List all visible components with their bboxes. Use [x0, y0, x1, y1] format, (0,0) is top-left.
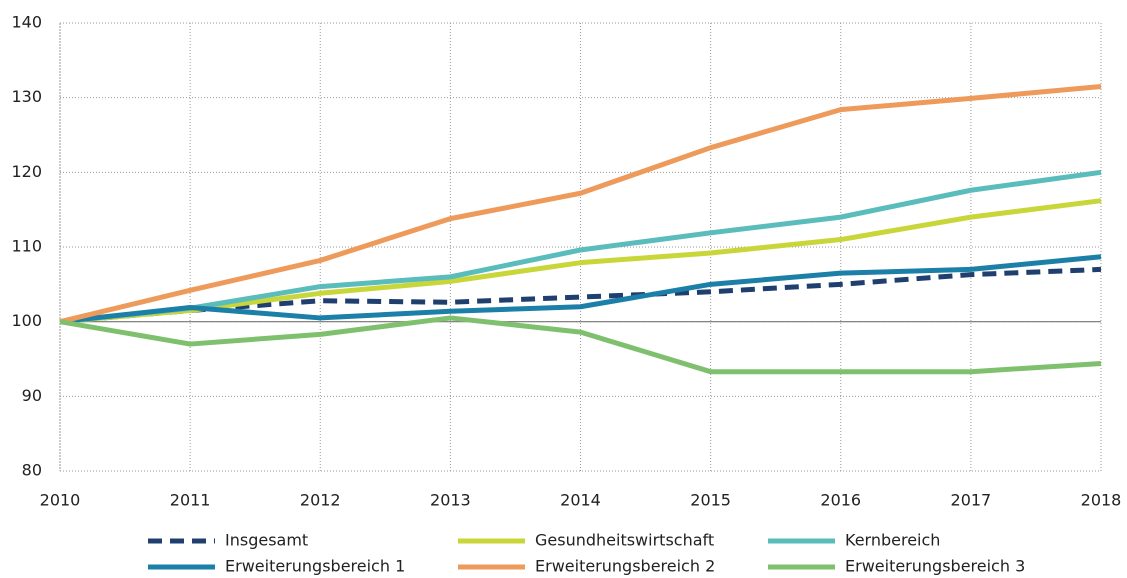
legend-label: Erweiterungsbereich 2: [535, 557, 715, 576]
y-tick-label: 120: [11, 162, 42, 181]
series-line: [59, 315, 1102, 375]
series-line: [59, 169, 1102, 325]
y-tick-label: 90: [22, 386, 42, 405]
x-tick-label: 2012: [300, 491, 341, 510]
series-line: [59, 83, 1102, 325]
series-line: [59, 198, 1102, 325]
series-line: [59, 254, 1102, 325]
legend-label: Insgesamt: [225, 531, 308, 550]
x-tick-label: 2017: [951, 491, 992, 510]
y-tick-label: 80: [22, 461, 42, 480]
y-tick-label: 140: [11, 13, 42, 32]
y-tick-label: 110: [11, 237, 42, 256]
legend-label: Kernbereich: [845, 531, 940, 550]
x-tick-label: 2014: [560, 491, 601, 510]
x-tick-label: 2013: [430, 491, 471, 510]
y-tick-label: 100: [11, 311, 42, 330]
y-tick-label: 130: [11, 87, 42, 106]
x-tick-label: 2011: [170, 491, 211, 510]
legend-label: Erweiterungsbereich 3: [845, 557, 1025, 576]
x-tick-label: 2018: [1081, 491, 1122, 510]
legend-label: Gesundheitswirtschaft: [535, 531, 714, 550]
series-line: [59, 266, 1102, 325]
legend-label: Erweiterungsbereich 1: [225, 557, 405, 576]
x-tick-label: 2016: [820, 491, 861, 510]
x-tick-label: 2010: [40, 491, 81, 510]
x-tick-label: 2015: [690, 491, 731, 510]
